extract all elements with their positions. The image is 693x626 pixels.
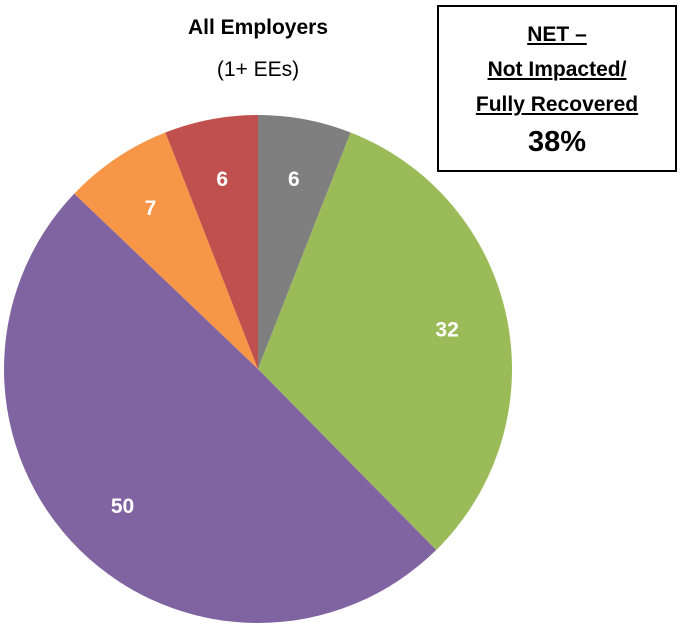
pie-slice-4	[165, 115, 258, 369]
pie-slice-2	[3, 193, 437, 624]
chart-title: All Employers	[187, 16, 329, 39]
slice-label-3: 7	[145, 197, 157, 220]
net-callout-line-1: NET –	[527, 23, 587, 46]
net-callout-box: NET – Not Impacted/ Fully Recovered 38%	[437, 5, 677, 172]
net-callout-line-3: Fully Recovered	[475, 93, 639, 116]
slice-label-2: 50	[111, 495, 134, 518]
pie-slice-0	[258, 115, 351, 369]
chart-subtitle: (1+ EEs)	[216, 58, 300, 81]
slice-label-0: 6	[288, 168, 300, 191]
net-callout-line-2: Not Impacted/	[487, 58, 627, 81]
slice-label-4: 6	[216, 168, 228, 191]
pie-slice-1	[258, 132, 512, 550]
net-callout-value: 38%	[527, 126, 587, 158]
slice-label-1: 32	[435, 319, 458, 342]
pie-slice-3	[74, 132, 258, 369]
